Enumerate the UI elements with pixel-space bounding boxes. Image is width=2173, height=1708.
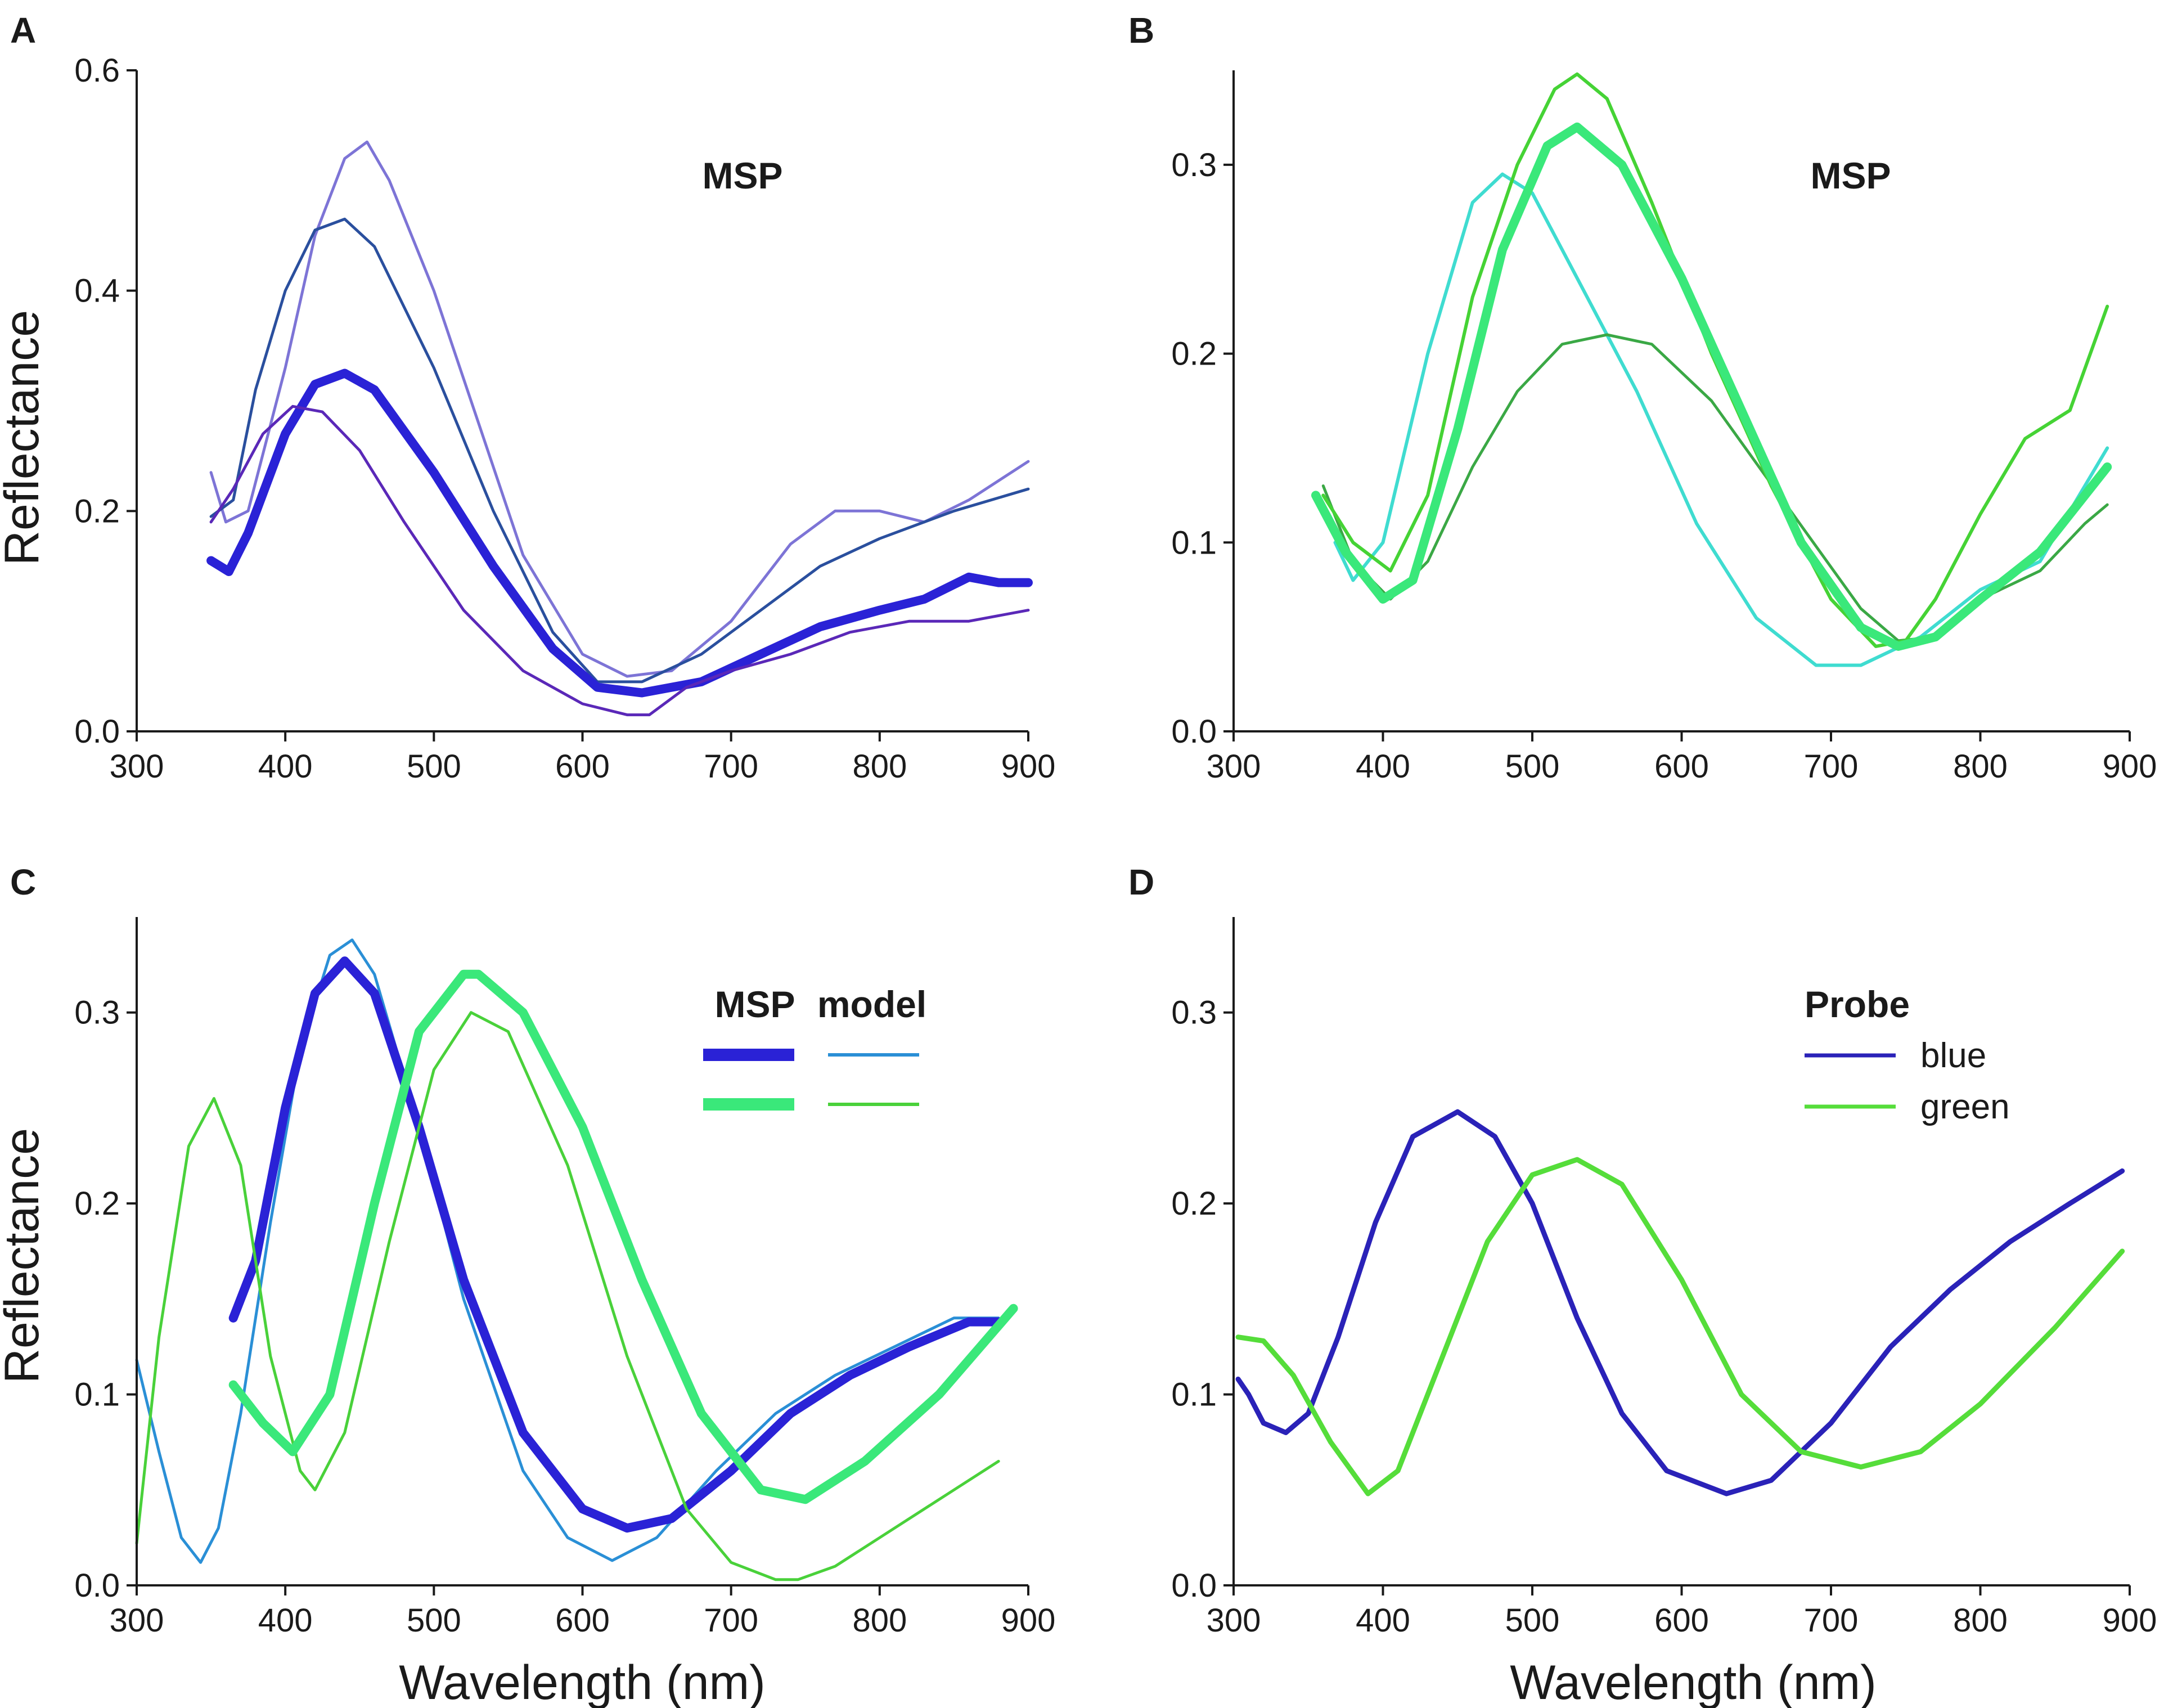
x-tick-label-400-d: 400: [1356, 1602, 1410, 1639]
y-axis-title-a: Reflectance: [0, 310, 49, 565]
legend-title-probe: Probe: [1805, 983, 1910, 1025]
x-tick-label-400-c: 400: [258, 1602, 313, 1639]
y-tick-label-0.0-c: 0.0: [74, 1567, 120, 1604]
x-tick-label-600-c: 600: [555, 1602, 610, 1639]
y-tick-label-0.1-b: 0.1: [1171, 524, 1217, 561]
y-tick-label-0.0-b: 0.0: [1171, 713, 1217, 750]
x-tick-label-800-d: 800: [1953, 1602, 2008, 1639]
y-tick-label-0.6-a: 0.6: [74, 52, 120, 89]
x-tick-label-900-c: 900: [1001, 1602, 1056, 1639]
x-tick-label-800-c: 800: [852, 1602, 907, 1639]
x-tick-label-900-a: 900: [1001, 748, 1056, 785]
x-tick-label-300-a: 300: [110, 748, 164, 785]
series-model-blue-c: [135, 938, 1000, 1564]
panel-d: 300 400 500 600 700 800 900 0.0 0.1 0.2 0.3 D Wavele…: [1128, 862, 2157, 1708]
x-tick-label-700-a: 700: [704, 748, 758, 785]
annotation-msp-b: MSP: [1810, 155, 1891, 196]
x-tick-label-500-d: 500: [1505, 1602, 1560, 1639]
panel-a: 300 400 500 600 700 800 900 0.0 0.2 0.4 0.6 A Reflec…: [0, 10, 1055, 785]
x-tick-label-600-b: 600: [1654, 748, 1709, 785]
series-msp-blue-mean-a: [206, 368, 1033, 698]
y-axis-title-c: Reflectance: [0, 1128, 49, 1383]
series-msp-navy-a: [209, 217, 1030, 684]
legend-label-green: green: [1920, 1087, 2010, 1126]
x-tick-label-400-a: 400: [258, 748, 313, 785]
x-tick-label-700-d: 700: [1804, 1602, 1859, 1639]
series-msp-purple-a: [209, 404, 1030, 717]
x-tick-label-600-a: 600: [555, 748, 610, 785]
panel-letter-c: C: [10, 862, 36, 902]
x-tick-label-700-c: 700: [704, 1602, 758, 1639]
series-msp-green-mean-b: [1311, 122, 2112, 651]
y-tick-label-0.2-c: 0.2: [74, 1185, 120, 1222]
series-msp-light-purple-a: [209, 140, 1030, 678]
panel-letter-a: A: [10, 10, 36, 51]
x-axis-title-d: Wavelength (nm): [1510, 1656, 1877, 1708]
panel-c: 300 400 500 600 700 800 900 0.0 0.1 0.2 0.3 C Reflec…: [0, 862, 1055, 1708]
series-probe-blue-d: [1235, 1109, 2125, 1496]
series-model-green-c: [135, 1011, 1000, 1581]
x-tick-label-300-d: 300: [1207, 1602, 1261, 1639]
x-tick-label-700-b: 700: [1804, 748, 1859, 785]
legend-d: [1805, 1053, 1896, 1109]
legend-header-model: model: [817, 983, 926, 1025]
y-tick-label-0.4-a: 0.4: [74, 273, 120, 309]
annotation-msp-a: MSP: [702, 155, 782, 196]
y-tick-label-0.1-d: 0.1: [1171, 1377, 1217, 1413]
x-tick-label-300-c: 300: [110, 1602, 164, 1639]
x-axis-title-c: Wavelength (nm): [399, 1656, 766, 1708]
legend-c: [703, 1049, 919, 1111]
y-tick-label-0.3-b: 0.3: [1171, 147, 1217, 183]
y-tick-label-0.3-d: 0.3: [1171, 995, 1217, 1031]
x-tick-label-500-c: 500: [407, 1602, 461, 1639]
y-tick-label-0.0-d: 0.0: [1171, 1567, 1217, 1604]
x-tick-label-800-b: 800: [1953, 748, 2008, 785]
y-tick-label-0.1-c: 0.1: [74, 1377, 120, 1413]
panel-letter-d: D: [1128, 862, 1154, 902]
y-tick-label-0.2-b: 0.2: [1171, 336, 1217, 372]
legend-header-msp: MSP: [714, 983, 795, 1025]
x-tick-label-900-b: 900: [2103, 748, 2157, 785]
x-tick-label-800-a: 800: [852, 748, 907, 785]
series-msp-cyan-b: [1333, 172, 2109, 667]
y-tick-label-0.2-a: 0.2: [74, 493, 120, 529]
y-tick-label-0.0-a: 0.0: [74, 713, 120, 750]
x-tick-label-600-d: 600: [1654, 1602, 1709, 1639]
series-msp-green-c: [228, 969, 1018, 1504]
y-tick-label-0.2-d: 0.2: [1171, 1185, 1217, 1222]
panel-letter-b: B: [1128, 10, 1154, 51]
x-tick-label-500-b: 500: [1505, 748, 1560, 785]
panel-b: 300 400 500 600 700 800 900 0.0 0.1 0.2 0.3 B MSP: [1128, 10, 2157, 785]
x-tick-label-500-a: 500: [407, 748, 461, 785]
legend-label-blue: blue: [1920, 1036, 1986, 1075]
y-tick-label-0.3-c: 0.3: [74, 995, 120, 1031]
x-tick-label-400-b: 400: [1356, 748, 1410, 785]
series-probe-green-d: [1235, 1157, 2125, 1496]
x-tick-label-300-b: 300: [1207, 748, 1261, 785]
series-msp-blue-c: [228, 956, 1004, 1533]
x-tick-label-900-d: 900: [2103, 1602, 2157, 1639]
